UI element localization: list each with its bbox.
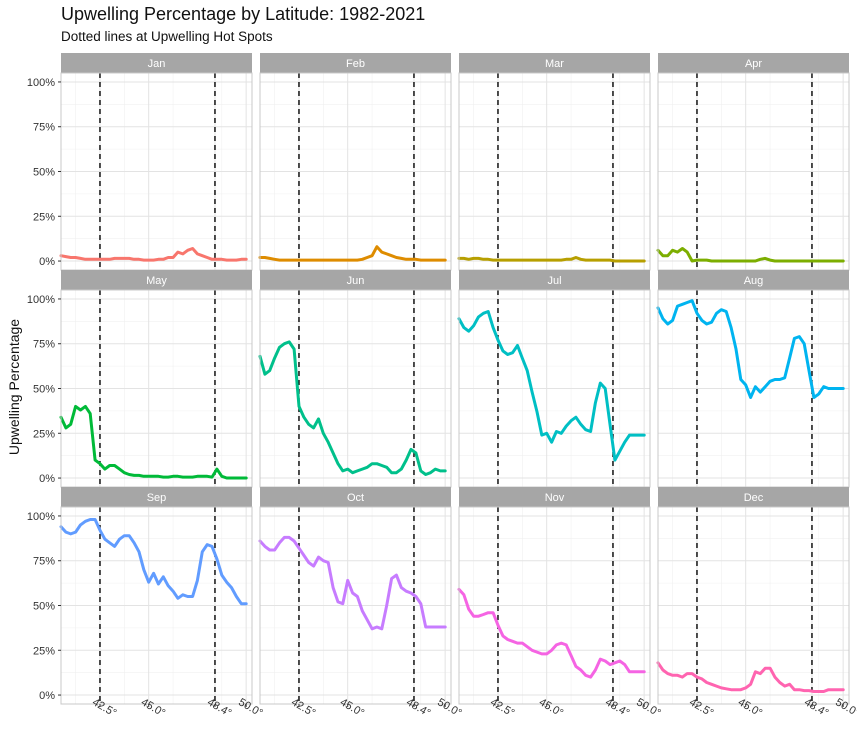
panel-border-oct	[259, 506, 452, 705]
facet-label-apr: Apr	[745, 58, 762, 70]
y-tick-label: 100%	[27, 294, 55, 306]
series-line-apr	[656, 247, 845, 263]
panel-border-nov	[458, 506, 651, 705]
y-tick-label: 75%	[33, 122, 55, 134]
series-line-dec	[656, 661, 845, 693]
series-line-nov	[457, 587, 646, 679]
x-tick-label: 48.4°	[404, 696, 432, 719]
y-tick-label: 0%	[39, 473, 55, 485]
facet-strip-feb	[260, 53, 451, 73]
series-line-sep	[59, 518, 248, 606]
x-tick-label: 45.0°	[139, 696, 167, 719]
facet-strip-nov	[459, 487, 650, 507]
x-tick-label: 48.4°	[802, 696, 830, 719]
series-line-mar	[457, 256, 646, 263]
facet-strip-jan	[61, 53, 252, 73]
series-line-feb	[258, 245, 447, 262]
series-line-jul	[457, 310, 646, 462]
facet-label-nov: Nov	[545, 492, 565, 504]
facet-strip-may	[61, 270, 252, 290]
facet-strip-jun	[260, 270, 451, 290]
x-tick-label: 45.0°	[338, 696, 366, 719]
series-line-jan	[59, 247, 248, 262]
x-tick-label: 42.5°	[90, 696, 118, 719]
x-tick-label: 45.0°	[537, 696, 565, 719]
series-line-aug	[656, 299, 845, 399]
x-tick-label: 42.5°	[687, 696, 715, 719]
y-tick-label: 75%	[33, 339, 55, 351]
y-tick-label: 50%	[33, 601, 55, 613]
series-line-may	[59, 404, 248, 480]
panel-border-dec	[657, 506, 850, 705]
facet-label-aug: Aug	[744, 275, 764, 287]
series-line-oct	[258, 535, 447, 631]
x-tick-label: 50.0°	[833, 696, 857, 719]
facet-label-mar: Mar	[545, 58, 564, 70]
y-tick-label: 25%	[33, 645, 55, 657]
chart-subtitle: Dotted lines at Upwelling Hot Spots	[61, 29, 273, 44]
facet-strip-dec	[658, 487, 849, 507]
x-tick-label: 48.4°	[205, 696, 233, 719]
y-tick-label: 25%	[33, 211, 55, 223]
facet-label-jul: Jul	[547, 275, 561, 287]
facet-label-oct: Oct	[347, 492, 364, 504]
y-tick-label: 50%	[33, 384, 55, 396]
y-tick-label: 100%	[27, 77, 55, 89]
facet-strip-aug	[658, 270, 849, 290]
facet-label-jun: Jun	[347, 275, 365, 287]
x-tick-label: 45.0°	[736, 696, 764, 719]
y-tick-label: 50%	[33, 167, 55, 179]
facet-strip-oct	[260, 487, 451, 507]
facet-label-dec: Dec	[744, 492, 764, 504]
series-line-jun	[258, 340, 447, 476]
facet-strip-apr	[658, 53, 849, 73]
facet-strip-mar	[459, 53, 650, 73]
facet-strip-sep	[61, 487, 252, 507]
y-tick-label: 0%	[39, 690, 55, 702]
facet-label-jan: Jan	[148, 58, 166, 70]
chart-title: Upwelling Percentage by Latitude: 1982-2…	[61, 4, 426, 24]
y-tick-label: 0%	[39, 256, 55, 268]
y-tick-label: 25%	[33, 428, 55, 440]
y-tick-label: 100%	[27, 511, 55, 523]
facet-strip-jul	[459, 270, 650, 290]
facet-label-sep: Sep	[147, 492, 167, 504]
x-tick-label: 42.5°	[289, 696, 317, 719]
x-tick-label: 48.4°	[603, 696, 631, 719]
facet-label-may: May	[146, 275, 167, 287]
x-tick-label: 42.5°	[488, 696, 516, 719]
y-tick-label: 75%	[33, 556, 55, 568]
facet-label-feb: Feb	[346, 58, 365, 70]
